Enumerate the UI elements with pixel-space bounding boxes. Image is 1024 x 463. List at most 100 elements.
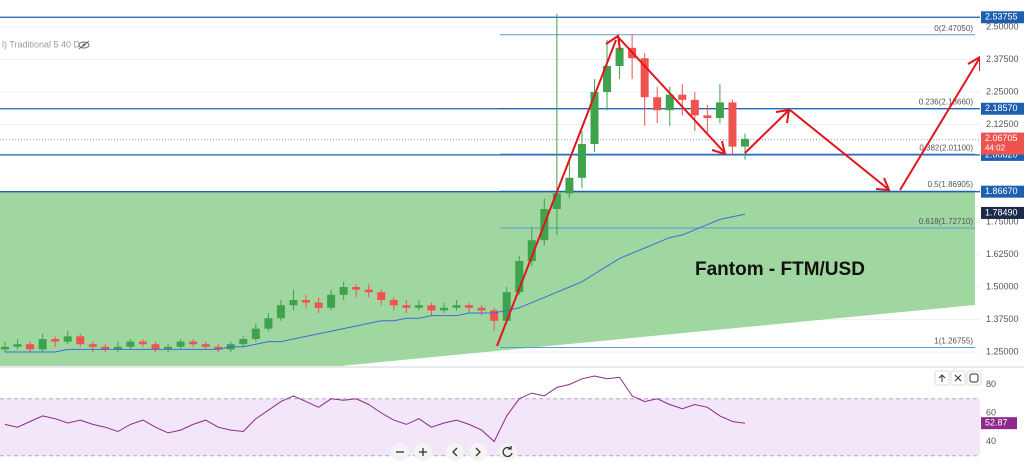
candle-body: [452, 305, 461, 308]
candle-body: [527, 240, 536, 262]
level-label: 1.86670: [985, 186, 1018, 196]
y-tick-label: 1.25000: [986, 346, 1019, 356]
candle-body: [51, 339, 60, 342]
candle-body: [653, 97, 662, 111]
scroll-left-icon: [452, 447, 458, 457]
arrow: [496, 39, 617, 347]
candle-body: [327, 294, 336, 308]
candle-body: [402, 305, 411, 308]
axis-background: [980, 0, 1024, 463]
countdown-label: 44:02: [985, 144, 1006, 153]
arrow-head: [605, 34, 621, 51]
candle-body: [138, 341, 147, 345]
chart-title: Fantom - FTM/USD: [695, 259, 865, 280]
candle-body: [465, 305, 474, 308]
candle-body: [389, 300, 398, 306]
arrow: [617, 36, 725, 153]
candle-body: [239, 339, 248, 345]
level-label-box: [981, 185, 1024, 198]
candle-body: [640, 58, 649, 98]
rsi-tick-label: 60: [986, 407, 996, 417]
candle-body: [615, 47, 624, 67]
candle-body: [352, 287, 361, 290]
candle-body: [113, 346, 122, 350]
zoom-toolbar: [391, 443, 517, 461]
eye-icon[interactable]: [78, 40, 90, 50]
candle-body: [214, 346, 223, 350]
candle-body: [439, 307, 448, 311]
candle-body: [414, 305, 423, 308]
y-tick-label: 1.37500: [986, 314, 1019, 324]
last-price-box: [981, 132, 1024, 155]
y-tick-label: 2.25000: [986, 86, 1019, 96]
close-icon: [954, 374, 962, 382]
rsi-tick-label: 80: [986, 379, 996, 389]
axis-layer: 1.25000 1.37500 1.50000 1.62500 1.75000 2.125…: [981, 11, 1024, 446]
y-tick-label: 2.50000: [986, 21, 1019, 31]
candle-body: [176, 341, 185, 347]
candle-body: [565, 177, 574, 194]
rsi-line: [4, 375, 746, 443]
candle-body: [189, 341, 198, 345]
zoom-in-icon: [419, 448, 427, 456]
candle-body: [63, 336, 72, 342]
candle-body: [264, 318, 273, 329]
scroll-right-icon: [475, 447, 481, 457]
move-up-icon: [938, 374, 946, 382]
arrows: [496, 34, 981, 347]
scroll-right-button[interactable]: [469, 443, 487, 461]
candle-body: [678, 94, 687, 100]
arrow-head: [775, 108, 791, 124]
y-tick-label: 2.37500: [986, 54, 1019, 64]
arrow: [789, 109, 889, 190]
fib-label: 0(2.47050): [934, 24, 973, 33]
candle-body: [151, 344, 160, 350]
candle-body: [552, 193, 561, 210]
candle-body: [477, 307, 486, 311]
arrow: [744, 110, 789, 154]
candle-body: [164, 346, 173, 350]
candle-body: [289, 300, 298, 306]
fib-label: 0.618(1.72710): [919, 217, 974, 226]
indicator-label: l) Traditional 5 40 D: [2, 39, 81, 49]
level-label-box: [981, 102, 1024, 115]
last-price-label: 2.06705: [985, 133, 1018, 143]
moving-average-line: [5, 213, 746, 353]
level-label: 2.18570: [985, 103, 1018, 113]
candle-body: [715, 102, 724, 119]
candle-body: [377, 292, 386, 301]
plot-layer: 0(2.47050) 0.236(2.18660) 0.382(2.01100) 0.…: [0, 14, 980, 443]
fib-label: 0.5(1.86905): [928, 180, 974, 189]
candle-body: [339, 287, 348, 295]
candle-body: [276, 305, 285, 319]
candle-body: [302, 300, 311, 303]
candle-body: [364, 289, 373, 293]
candle-body: [502, 292, 511, 321]
reset-button[interactable]: [499, 443, 517, 461]
candle-body: [314, 302, 323, 308]
reset-icon: [502, 446, 513, 458]
candle-body: [515, 261, 524, 293]
level-label-box: [981, 11, 1024, 24]
maximize-icon: [969, 373, 979, 383]
candle-body: [490, 310, 499, 321]
eye-icon-slash: [78, 40, 90, 50]
fib-label: 0.382(2.01100): [919, 143, 973, 152]
y-tick-label: 1.75000: [986, 216, 1019, 226]
scroll-left-button[interactable]: [446, 443, 464, 461]
candle-body: [728, 102, 737, 147]
candle-body: [577, 144, 586, 178]
candle-body: [251, 328, 260, 340]
candle-body: [603, 66, 612, 93]
level-label: 2.53755: [985, 12, 1018, 22]
candle-body: [88, 344, 97, 347]
candle-body: [101, 346, 110, 350]
maximize-button[interactable]: [966, 370, 982, 386]
rsi-band: [0, 398, 980, 456]
candle-body: [26, 344, 35, 350]
candle-body: [741, 138, 749, 147]
y-tick-label: 1.62500: [986, 249, 1019, 259]
candle-body: [1, 346, 9, 350]
fib-label: 1(1.26755): [934, 337, 973, 346]
fib-label: 0.236(2.18660): [919, 98, 974, 107]
